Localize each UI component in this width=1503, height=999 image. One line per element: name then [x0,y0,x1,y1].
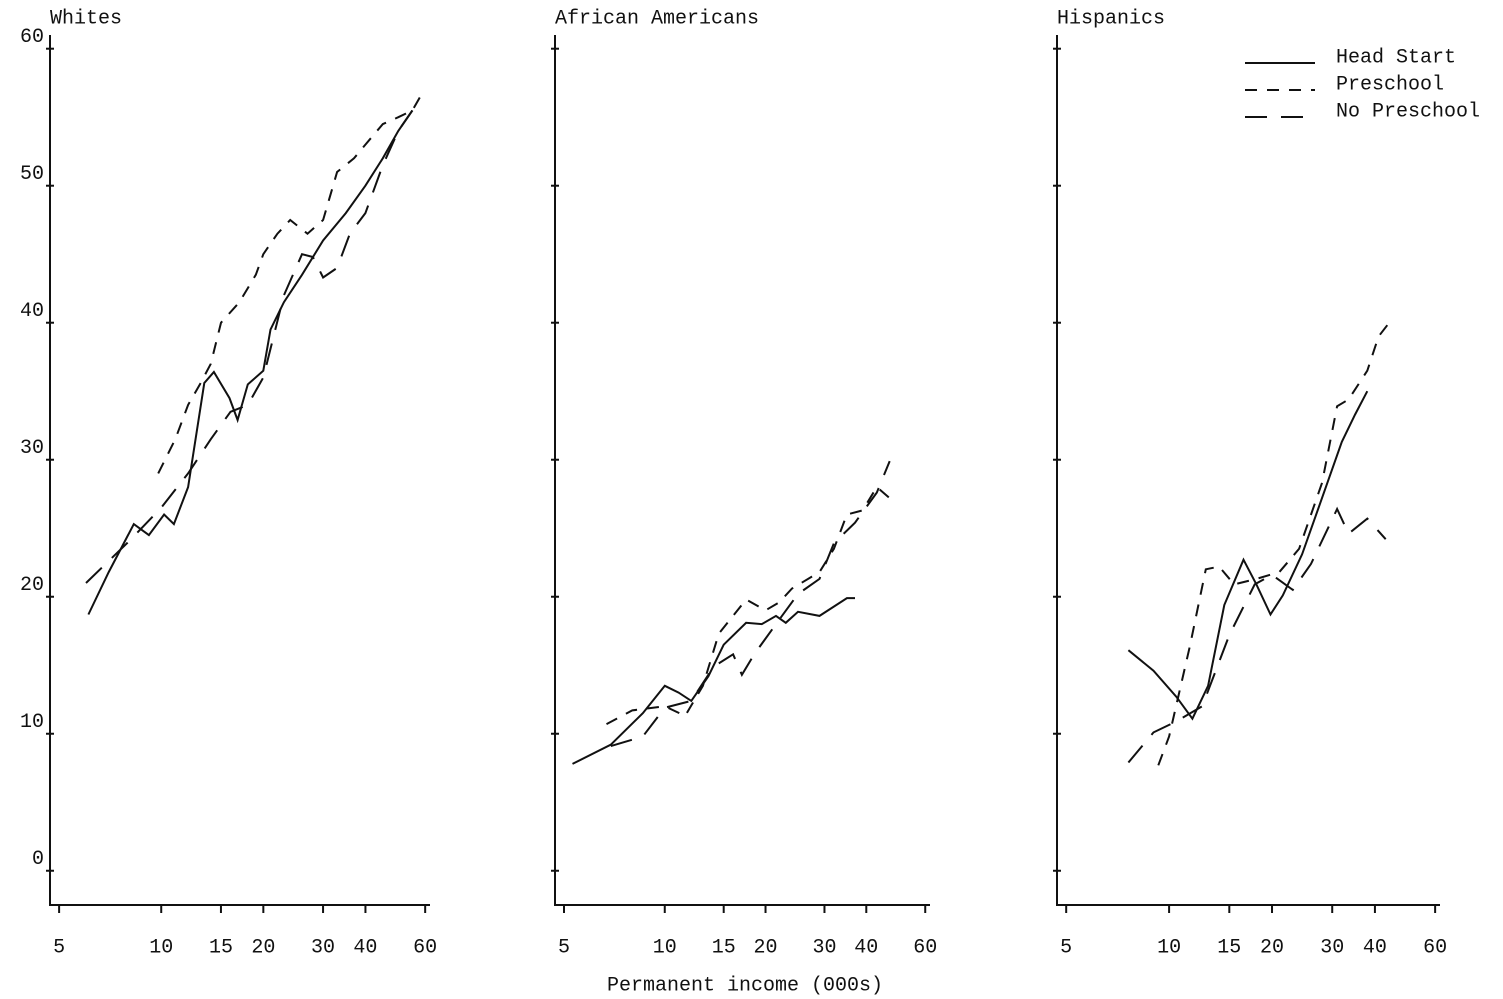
x-tick-label: 60 [413,936,437,959]
x-tick-label: 15 [1217,936,1241,959]
y-tick-label: 50 [20,163,44,186]
panel-title: Hispanics [1057,7,1165,30]
x-tick-label: 5 [1060,936,1072,959]
y-tick-label: 60 [20,26,44,49]
series-line [85,109,414,584]
x-axis-label: Permanent income (000s) [607,974,883,997]
series-line [1157,317,1394,766]
panel-title: Whites [50,7,122,30]
x-tick-label: 5 [53,936,65,959]
series-line [572,597,855,765]
x-tick-label: 30 [1320,936,1344,959]
x-tick-label: 15 [209,936,233,959]
x-tick-label: 10 [149,936,173,959]
series-line [1127,390,1369,721]
axis-frame [49,35,430,906]
series-line [87,109,414,615]
y-tick-label: 10 [20,711,44,734]
y-tick-label: 20 [20,574,44,597]
series-line [606,485,894,725]
legend-label: Preschool [1336,73,1444,96]
panel-title: African Americans [555,7,759,30]
axis-frame [1056,35,1440,906]
x-tick-label: 60 [913,936,937,959]
legend-label: No Preschool [1336,100,1480,123]
x-tick-label: 40 [353,936,377,959]
x-tick-label: 15 [712,936,736,959]
y-tick-label: 40 [20,300,44,323]
x-tick-label: 30 [311,936,335,959]
x-tick-label: 20 [251,936,275,959]
x-tick-label: 10 [1157,936,1181,959]
series-line [157,96,422,474]
x-tick-label: 60 [1423,936,1447,959]
x-tick-label: 10 [653,936,677,959]
series-line [610,460,891,748]
x-tick-label: 30 [812,936,836,959]
x-tick-label: 20 [1260,936,1284,959]
x-tick-label: 40 [1363,936,1387,959]
y-tick-label: 0 [32,848,44,871]
x-tick-label: 40 [854,936,878,959]
legend-label: Head Start [1336,46,1456,69]
y-tick-label: 30 [20,437,44,460]
x-tick-label: 5 [558,936,570,959]
series-line [1127,506,1387,764]
axis-frame [554,35,930,906]
x-tick-label: 20 [754,936,778,959]
